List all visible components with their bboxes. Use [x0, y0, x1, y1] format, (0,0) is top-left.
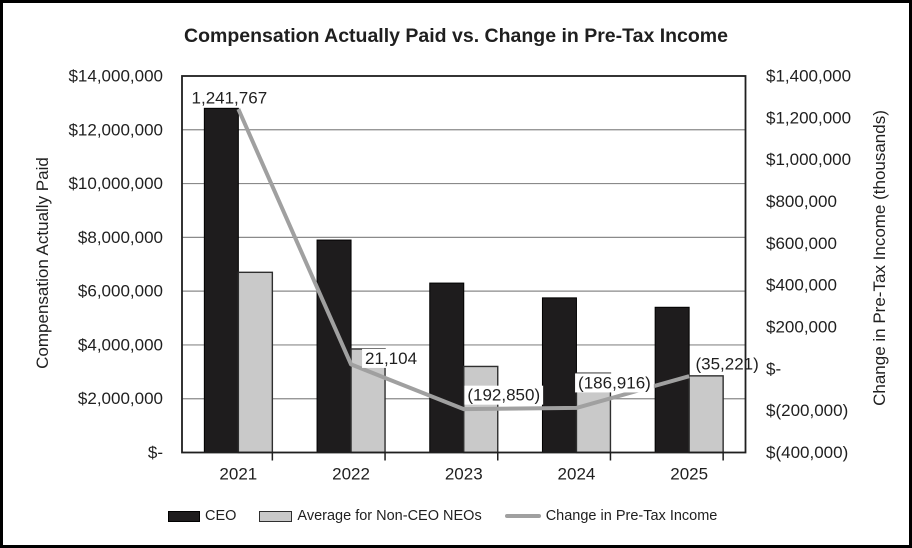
chart-title: Compensation Actually Paid vs. Change in… [184, 25, 728, 47]
neo-bar-swatch-icon [259, 510, 293, 522]
x-axis-label-2024: 2024 [558, 465, 596, 484]
data-label-2024: (186,916) [578, 373, 651, 392]
left-axis-tick-label: $4,000,000 [78, 335, 163, 354]
left-axis-tick-label: $12,000,000 [68, 120, 163, 139]
right-axis-tick-label: $1,400,000 [766, 67, 851, 86]
right-axis-tick-label: $200,000 [766, 318, 837, 337]
right-axis-tick-label: $1,000,000 [766, 150, 851, 169]
plot-area: 1,241,767 21,104 (192,850) (186,916) (35,221… [68, 67, 851, 484]
legend-item-non-ceo-neos: Average for Non-CEO NEOs [259, 508, 482, 524]
data-label-box [188, 88, 271, 108]
bar-ceo-2024 [541, 297, 577, 453]
data-label-2023: (192,850) [467, 386, 540, 405]
bar-ceo-2021 [203, 107, 239, 454]
left-axis-tick-label: $14,000,000 [68, 67, 163, 86]
bar-neo-2025 [688, 375, 724, 454]
data-label-2022: 21,104 [365, 349, 417, 368]
data-label-2021: 1,241,767 [192, 89, 268, 108]
legend: CEO Average for Non-CEO NEOs Change in P… [168, 508, 717, 524]
left-axis-tick-label: $8,000,000 [78, 228, 163, 247]
right-axis-tick-label: $800,000 [766, 192, 837, 211]
bar-ceo-2023 [429, 282, 465, 454]
pretax-income-line [236, 108, 690, 412]
left-axis-tick-label: $6,000,000 [78, 282, 163, 301]
data-label-box [575, 373, 654, 393]
right-axis-tick-label: $400,000 [766, 276, 837, 295]
right-axis-tick-label: $(200,000) [766, 401, 848, 420]
bar-ceo-2022 [316, 239, 352, 453]
x-axis-label-2023: 2023 [445, 465, 483, 484]
x-axis-label-2025: 2025 [670, 465, 708, 484]
x-axis-label-2022: 2022 [332, 465, 370, 484]
data-label-2025: (35,221) [695, 355, 758, 374]
right-axis-tick-label: $- [766, 359, 781, 378]
right-axis-tick-label: $(400,000) [766, 443, 848, 462]
pretax-line-swatch-icon [504, 514, 541, 518]
right-axis-tick-label: $600,000 [766, 234, 837, 253]
plot-border [181, 75, 747, 454]
left-axis-tick-label: $10,000,000 [68, 174, 163, 193]
bar-neo-2021 [237, 271, 274, 454]
legend-item-ceo: CEO [168, 508, 236, 524]
legend-label-pretax-income: Change in Pre-Tax Income [545, 508, 718, 524]
legend-label-non-ceo-neos: Average for Non-CEO NEOs [297, 508, 482, 524]
x-axis-label-2021: 2021 [219, 465, 257, 484]
data-label-box [464, 385, 544, 405]
left-axis-tick-label: $2,000,000 [78, 389, 163, 408]
left-axis-tick-label: $- [148, 443, 163, 462]
ceo-bar-swatch-icon [168, 510, 200, 522]
legend-item-pretax-income: Change in Pre-Tax Income [504, 508, 718, 524]
legend-label-ceo: CEO [205, 508, 237, 524]
data-label-box [692, 354, 762, 374]
data-label-box [362, 348, 421, 368]
right-axis-tick-label: $1,200,000 [766, 108, 851, 127]
